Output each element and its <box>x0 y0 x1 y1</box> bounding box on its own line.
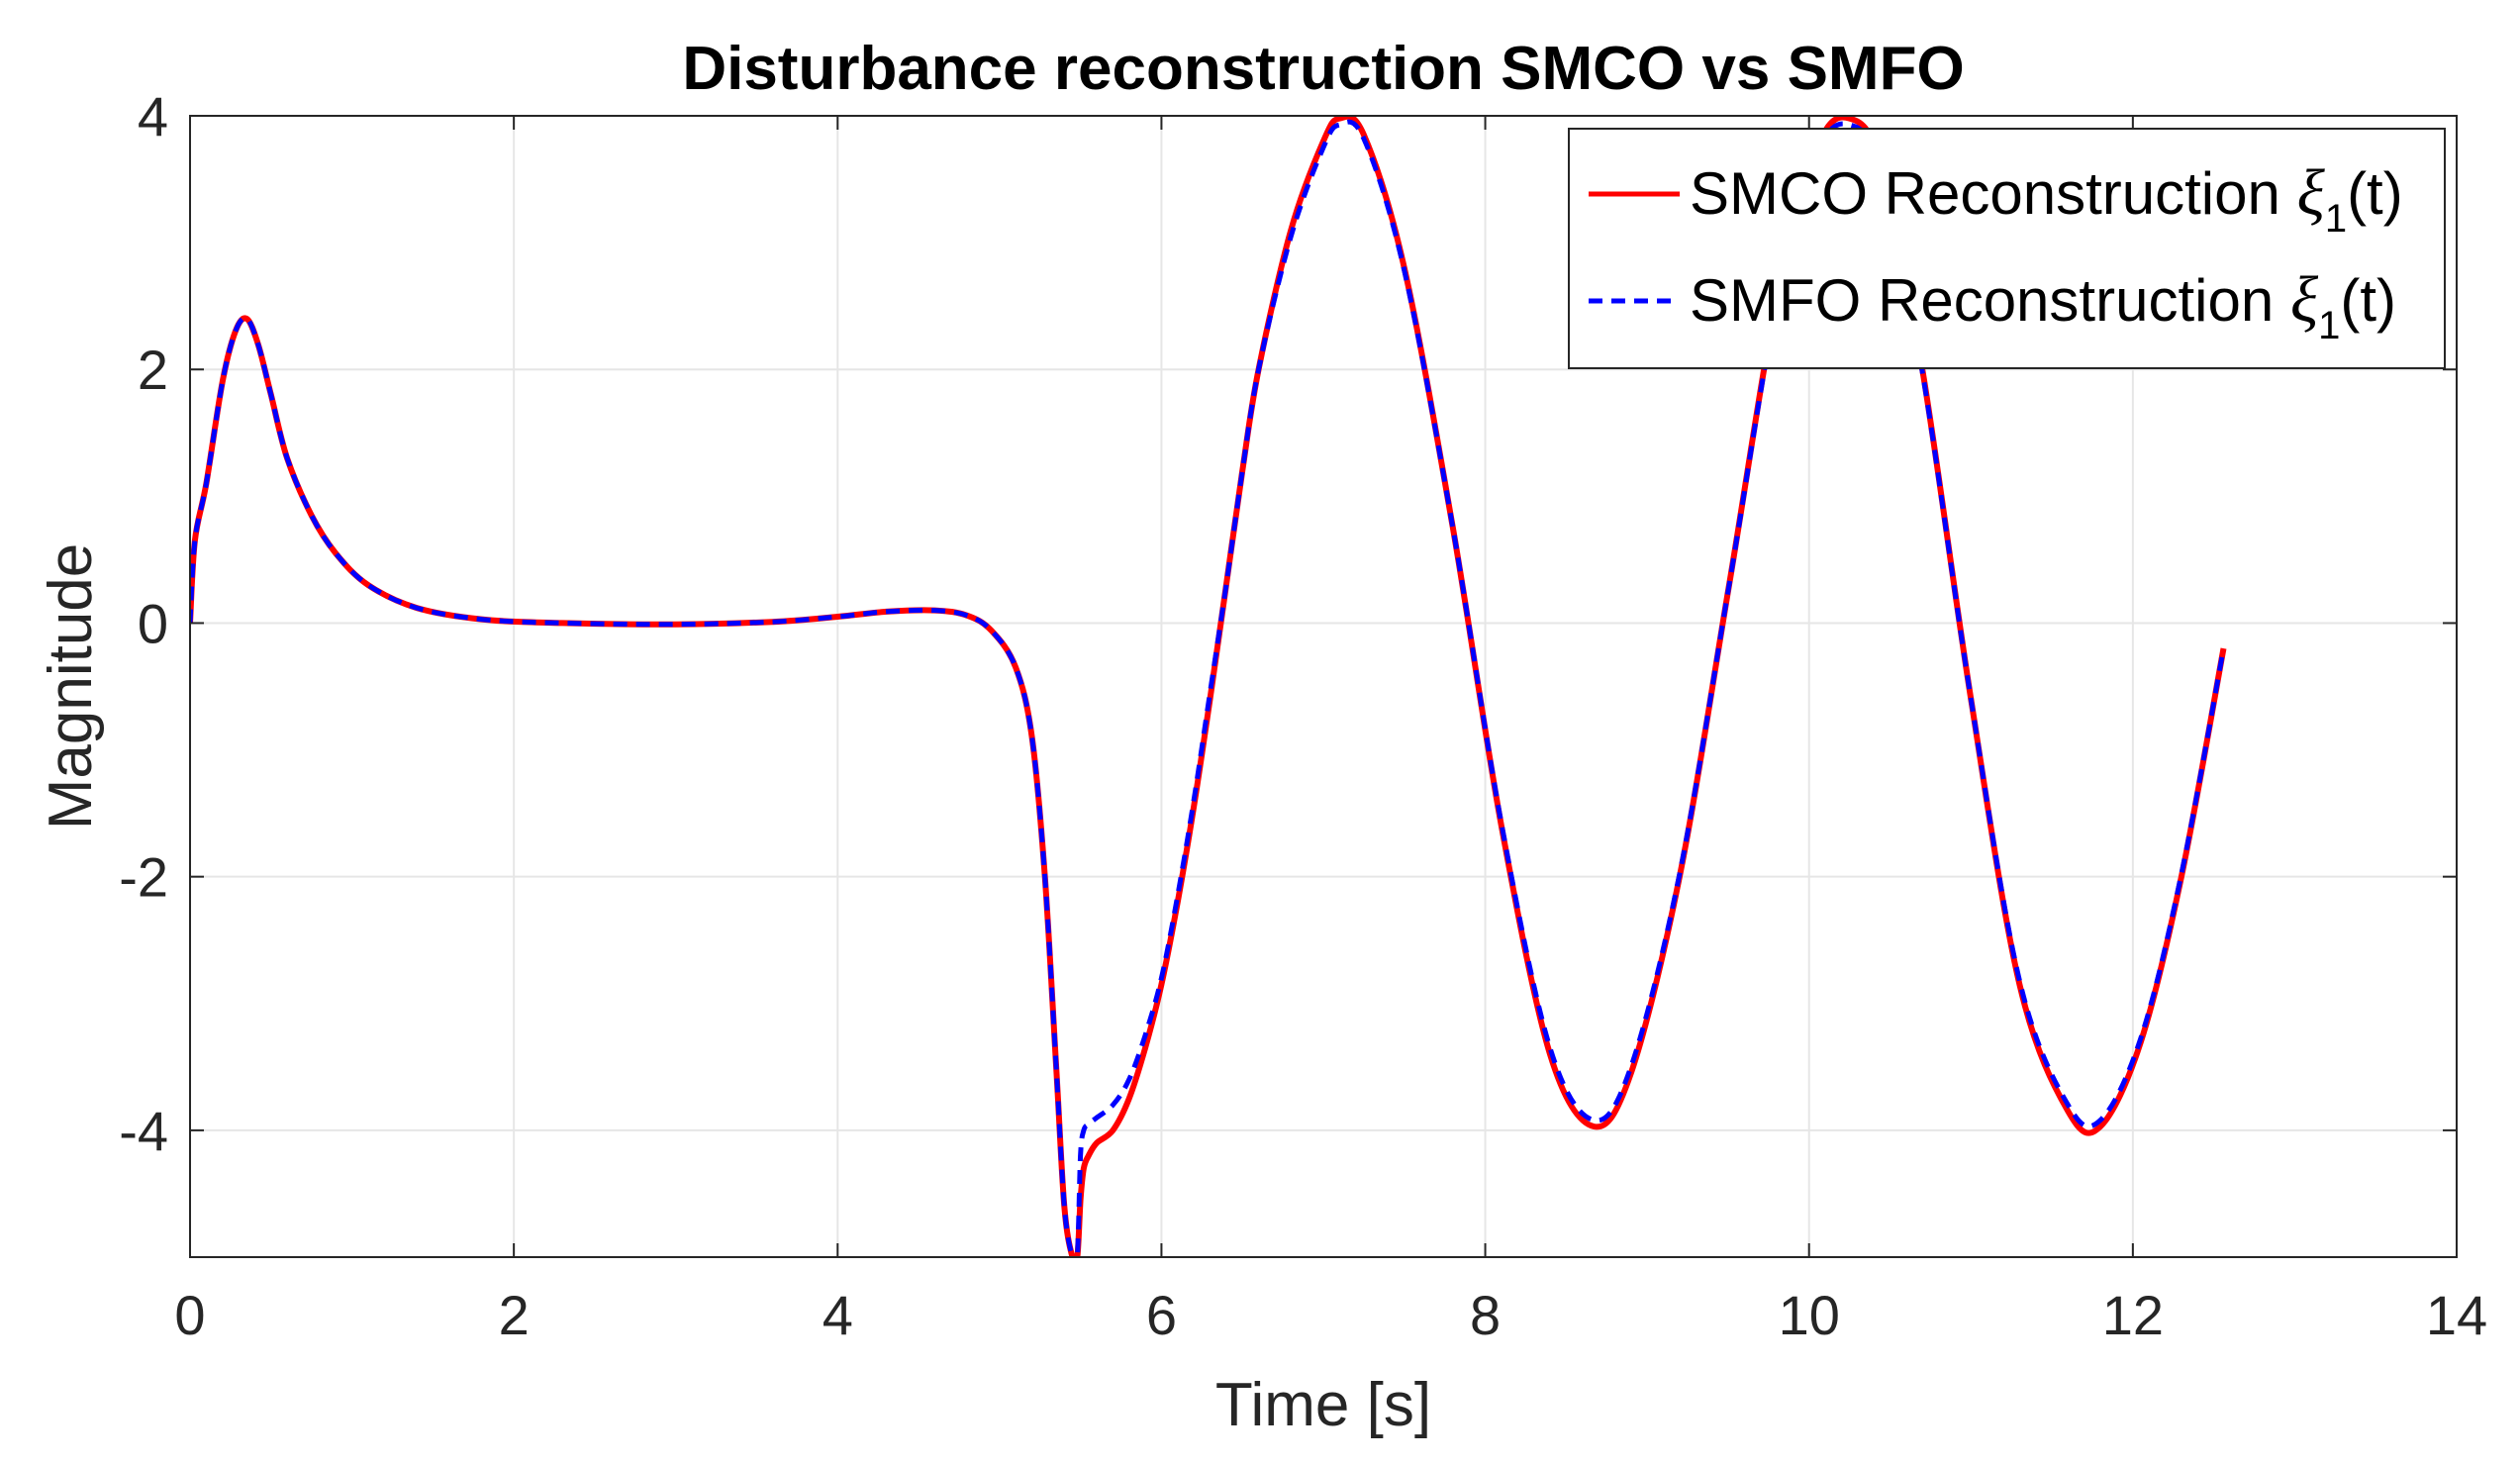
y-tick-label: -2 <box>119 846 168 909</box>
chart-title: Disturbance reconstruction SMCO vs SMFO <box>682 35 1964 103</box>
x-tick-label: 6 <box>1146 1284 1177 1346</box>
series-lines <box>190 116 2227 1257</box>
x-tick-label: 14 <box>2426 1284 2487 1346</box>
y-tick-label: 4 <box>138 85 168 147</box>
y-axis-label: Magnitude <box>37 543 105 831</box>
x-tick-label: 0 <box>174 1284 205 1346</box>
y-tick-label: 2 <box>138 339 168 401</box>
x-tick-label: 4 <box>823 1284 853 1346</box>
axes-box <box>189 115 2458 1258</box>
x-tick-label: 10 <box>1779 1284 1840 1346</box>
legend: SMCO Reconstruction ξ1(t) SMFO Reconstruc… <box>1568 128 2446 369</box>
x-axis-label: Time [s] <box>1215 1371 1431 1439</box>
y-tick-label: -4 <box>119 1100 168 1162</box>
legend-label-smfo: SMFO Reconstruction ξ1(t) <box>1690 263 2396 347</box>
x-tick-label: 12 <box>2102 1284 2164 1346</box>
series-line-smfo <box>190 119 2226 1257</box>
axis-ticks: 0 2 4 6 8 10 12 14 -4 -2 0 2 4 <box>119 85 2487 1346</box>
x-tick-label: 2 <box>499 1284 530 1346</box>
legend-box <box>1568 128 2446 369</box>
x-tick-label: 8 <box>1470 1284 1501 1346</box>
y-tick-label: 0 <box>138 592 168 654</box>
legend-label-smco: SMCO Reconstruction ξ1(t) <box>1690 156 2403 241</box>
